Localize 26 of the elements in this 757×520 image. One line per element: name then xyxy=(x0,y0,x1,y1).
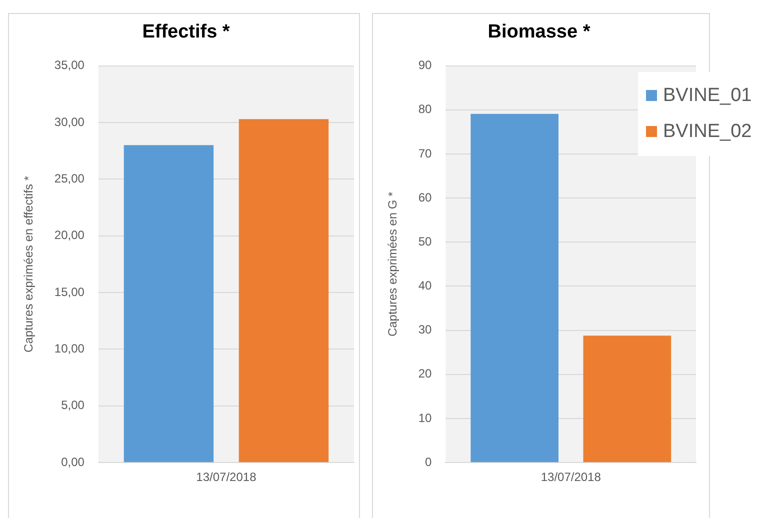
y-tick-label: 0 xyxy=(425,454,432,469)
y-tick-label: 30 xyxy=(418,322,432,337)
chart-title: Biomasse * xyxy=(488,22,591,43)
y-tick-label: 30,00 xyxy=(54,114,85,129)
y-tick-label: 0,00 xyxy=(61,454,85,469)
y-tick-label: 70 xyxy=(418,146,432,160)
y-tick-label: 10 xyxy=(418,410,432,425)
y-tick-label: 20 xyxy=(418,366,432,381)
x-tick-label: 13/07/2018 xyxy=(196,470,257,484)
y-tick-label: 40 xyxy=(418,278,432,293)
x-tick-label: 13/07/2018 xyxy=(540,470,602,484)
chart-title: Effectifs * xyxy=(142,22,230,43)
y-tick-label: 20,00 xyxy=(54,228,85,242)
y-axis-title: Captures exprimées en G * xyxy=(386,192,400,337)
y-axis-title: Captures exprimées en effectifs * xyxy=(22,176,36,352)
y-tick-label: 5,00 xyxy=(61,398,85,412)
legend-label: BVINE_02 xyxy=(663,121,752,142)
y-tick-label: 35,00 xyxy=(54,58,85,72)
y-tick-label: 90 xyxy=(418,58,432,72)
legend-label: BVINE_01 xyxy=(663,85,752,106)
y-tick-label: 80 xyxy=(418,102,432,116)
y-tick-label: 60 xyxy=(418,190,432,204)
y-tick-label: 10,00 xyxy=(54,342,85,356)
y-tick-label: 50 xyxy=(418,234,432,248)
y-tick-label: 25,00 xyxy=(54,171,85,186)
y-tick-label: 15,00 xyxy=(54,284,85,299)
